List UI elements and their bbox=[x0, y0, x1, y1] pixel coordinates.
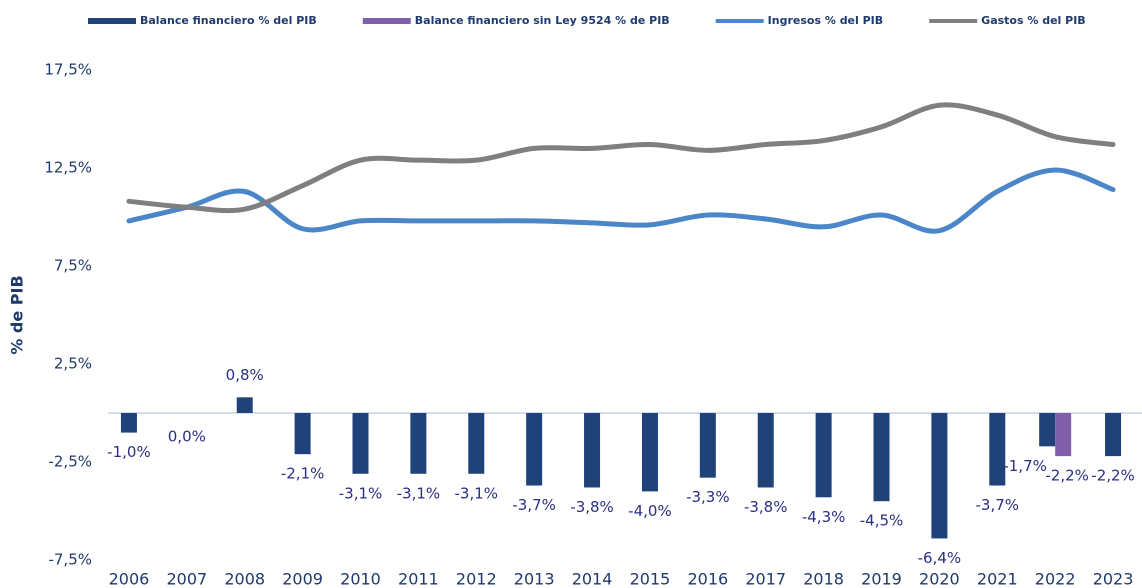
bar bbox=[989, 413, 1006, 486]
data-label: -3,7% bbox=[512, 496, 556, 514]
bar bbox=[1105, 413, 1122, 457]
data-label: -3,8% bbox=[744, 498, 788, 516]
bar bbox=[699, 413, 716, 478]
bar bbox=[410, 413, 427, 474]
bar bbox=[526, 413, 543, 486]
y-tick-label: 2,5% bbox=[54, 355, 92, 373]
legend-swatch bbox=[362, 18, 411, 24]
y-tick-label: -7,5% bbox=[48, 551, 92, 569]
x-tick-label: 2019 bbox=[861, 570, 902, 588]
y-axis-label: % de PIB bbox=[8, 275, 27, 354]
bar bbox=[815, 413, 832, 498]
y-tick-label: -2,5% bbox=[48, 453, 92, 471]
y-tick-label: 7,5% bbox=[54, 257, 92, 275]
x-tick-label: 2021 bbox=[977, 570, 1018, 588]
x-tick-label: 2022 bbox=[1035, 570, 1076, 588]
x-tick-label: 2016 bbox=[687, 570, 728, 588]
data-label: -2,2% bbox=[1045, 467, 1089, 485]
line bbox=[126, 167, 1116, 234]
data-label: -3,3% bbox=[686, 488, 730, 506]
data-label: -4,3% bbox=[802, 508, 846, 526]
x-tick-label: 2009 bbox=[282, 570, 323, 588]
data-label: -3,1% bbox=[397, 484, 441, 502]
x-tick-label: 2023 bbox=[1093, 570, 1134, 588]
bar bbox=[468, 413, 485, 474]
x-tick-label: 2015 bbox=[630, 570, 671, 588]
data-label: -3,7% bbox=[976, 496, 1020, 514]
x-tick-label: 2017 bbox=[745, 570, 786, 588]
legend-swatch bbox=[88, 18, 136, 24]
x-tick-label: 2013 bbox=[514, 570, 555, 588]
bar bbox=[757, 413, 774, 488]
data-label: 0,0% bbox=[168, 428, 206, 446]
bar bbox=[931, 413, 948, 539]
data-label: -2,2% bbox=[1091, 467, 1135, 485]
x-tick-label: 2011 bbox=[398, 570, 439, 588]
bar bbox=[236, 397, 253, 413]
bar bbox=[120, 413, 137, 433]
legend-label: Balance financiero sin Ley 9524 % de PIB bbox=[415, 14, 670, 27]
line bbox=[126, 102, 1116, 214]
data-label: -3,8% bbox=[570, 498, 614, 516]
x-tick-label: 2012 bbox=[456, 570, 497, 588]
bar bbox=[1055, 413, 1072, 457]
data-label: -1,7% bbox=[1003, 457, 1047, 475]
x-tick-label: 2007 bbox=[166, 570, 207, 588]
legend-label: Balance financiero % del PIB bbox=[140, 14, 317, 27]
bar bbox=[873, 413, 890, 502]
bar bbox=[294, 413, 311, 455]
data-label: -3,1% bbox=[339, 484, 383, 502]
bar bbox=[641, 413, 658, 492]
data-label: -4,5% bbox=[860, 512, 904, 530]
bar bbox=[1039, 413, 1056, 447]
data-label: -1,0% bbox=[107, 443, 151, 461]
y-tick-label: 17,5% bbox=[44, 61, 92, 79]
bar bbox=[584, 413, 601, 488]
legend-label: Gastos % del PIB bbox=[981, 14, 1086, 27]
bar bbox=[352, 413, 369, 474]
data-label: -6,4% bbox=[918, 549, 962, 567]
data-label: 0,8% bbox=[226, 366, 264, 384]
data-label: -3,1% bbox=[455, 484, 499, 502]
x-tick-label: 2006 bbox=[109, 570, 150, 588]
data-label: -2,1% bbox=[281, 465, 325, 483]
x-tick-label: 2020 bbox=[919, 570, 960, 588]
x-tick-label: 2018 bbox=[803, 570, 844, 588]
x-tick-label: 2014 bbox=[572, 570, 613, 588]
x-tick-label: 2008 bbox=[224, 570, 265, 588]
legend-label: Ingresos % del PIB bbox=[768, 14, 884, 27]
x-tick-label: 2010 bbox=[340, 570, 381, 588]
data-label: -4,0% bbox=[628, 502, 672, 520]
y-tick-label: 12,5% bbox=[44, 159, 92, 177]
